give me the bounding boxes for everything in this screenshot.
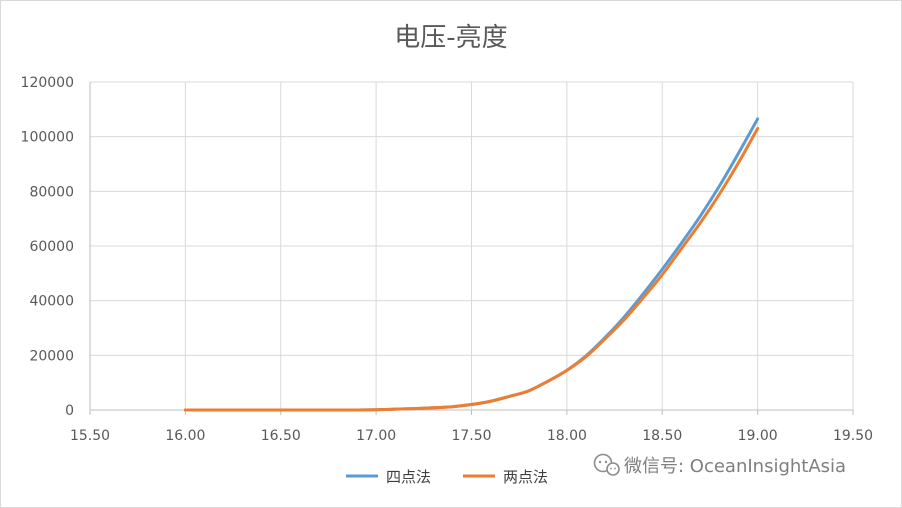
legend[interactable]: 四点法 两点法 [346, 468, 548, 486]
watermark: 微信号: OceanInsightAsia [593, 453, 846, 477]
y-tick-label: 40000 [29, 294, 74, 310]
y-tick-label: 0 [65, 403, 74, 419]
series-lines [183, 117, 760, 412]
y-tick-label: 20000 [29, 348, 74, 364]
x-tick-labels: 15.50 16.00 16.50 17.00 17.50 18.00 18.50 19.00… [70, 428, 873, 444]
legend-item-2[interactable]: 两点法 [463, 468, 548, 486]
legend-item-1[interactable]: 四点法 [346, 468, 431, 486]
x-tick-label: 19.00 [738, 428, 778, 444]
x-tick-label: 18.00 [547, 428, 587, 444]
wechat-icon [593, 453, 620, 476]
y-tick-label: 60000 [29, 239, 74, 255]
x-tick-label: 16.00 [165, 428, 205, 444]
series-line-2 [183, 126, 760, 412]
x-tick-label: 17.50 [451, 428, 491, 444]
x-tick-label: 17.00 [356, 428, 396, 444]
y-tick-label: 80000 [29, 184, 74, 200]
y-tick-label: 120000 [21, 75, 74, 91]
y-tick-labels: 0 20000 40000 60000 80000 100000 120000 [21, 75, 74, 419]
x-tick-label: 19.50 [833, 428, 873, 444]
watermark-text: 微信号: OceanInsightAsia [624, 456, 846, 477]
legend-label: 四点法 [386, 468, 431, 486]
gridlines [90, 81, 854, 410]
chart-title: 电压-亮度 [394, 23, 507, 53]
x-tick-label: 16.50 [261, 428, 301, 444]
x-tick-label: 18.50 [642, 428, 682, 444]
x-tick-label: 15.50 [70, 428, 110, 444]
legend-label: 两点法 [503, 468, 548, 486]
y-tick-label: 100000 [21, 130, 74, 146]
